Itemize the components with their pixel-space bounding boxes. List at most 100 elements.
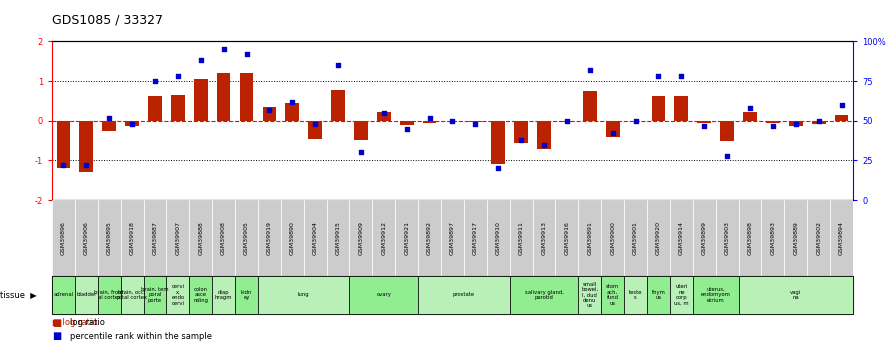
Text: tissue  ▶: tissue ▶ — [0, 290, 37, 299]
Bar — [441, 200, 464, 276]
Bar — [354, 121, 367, 140]
Point — [376, 110, 391, 116]
Bar — [258, 276, 349, 314]
Text: GSM39907: GSM39907 — [176, 221, 180, 255]
Text: salivary gland,
parotid: salivary gland, parotid — [524, 290, 564, 300]
Bar — [235, 276, 258, 314]
Bar — [716, 200, 738, 276]
Bar — [788, 121, 803, 126]
Point — [697, 123, 711, 128]
Point — [743, 105, 757, 111]
Text: GSM39920: GSM39920 — [656, 221, 661, 255]
Bar — [143, 200, 167, 276]
Bar — [835, 115, 849, 121]
Text: brain, tem
poral
porte: brain, tem poral porte — [142, 287, 168, 303]
Text: teste
s: teste s — [629, 290, 642, 300]
Point — [834, 102, 849, 108]
Bar — [167, 200, 189, 276]
Bar — [167, 276, 189, 314]
Point — [720, 153, 735, 158]
Point — [469, 121, 483, 127]
Text: bladder: bladder — [76, 293, 97, 297]
Bar — [670, 276, 693, 314]
Text: GSM39909: GSM39909 — [358, 221, 364, 255]
Bar — [235, 200, 258, 276]
Text: GSM39918: GSM39918 — [130, 221, 134, 255]
Point — [102, 115, 116, 120]
Point — [400, 126, 414, 131]
Bar — [738, 276, 853, 314]
Bar — [98, 276, 121, 314]
Bar — [510, 276, 578, 314]
Bar — [349, 276, 418, 314]
Text: GSM39921: GSM39921 — [404, 221, 409, 255]
Bar — [400, 121, 414, 125]
Text: brain, front
al cortex: brain, front al cortex — [94, 290, 124, 300]
Text: GSM39897: GSM39897 — [450, 221, 455, 255]
Bar — [189, 276, 212, 314]
Bar — [697, 121, 711, 123]
Bar — [52, 276, 75, 314]
Bar — [464, 200, 487, 276]
Text: ■: ■ — [52, 332, 61, 341]
Text: lung: lung — [297, 293, 309, 297]
Bar — [601, 276, 625, 314]
Bar — [143, 276, 167, 314]
Point — [354, 150, 368, 155]
Text: GSM39892: GSM39892 — [427, 221, 432, 255]
Bar — [263, 107, 276, 121]
Point — [239, 51, 254, 57]
Bar — [121, 276, 143, 314]
Bar — [762, 200, 784, 276]
Point — [148, 78, 162, 84]
Bar — [80, 121, 93, 172]
Text: brain, occi
pital cortex: brain, occi pital cortex — [117, 290, 147, 300]
Bar — [514, 121, 528, 142]
Bar — [606, 121, 619, 137]
Point — [263, 107, 277, 112]
Point — [308, 121, 323, 127]
Bar — [807, 200, 830, 276]
Text: adrenal: adrenal — [54, 293, 73, 297]
Bar — [373, 200, 395, 276]
Bar — [217, 73, 230, 121]
Point — [514, 137, 529, 142]
Text: GSM39908: GSM39908 — [221, 221, 226, 255]
Bar — [327, 200, 349, 276]
Text: prostate: prostate — [452, 293, 475, 297]
Text: uterus,
endomyom
etrium: uterus, endomyom etrium — [701, 287, 730, 303]
Text: small
bowel,
I, dud
denu
us: small bowel, I, dud denu us — [582, 282, 599, 308]
Point — [651, 73, 666, 79]
Bar — [693, 276, 738, 314]
Text: GSM39898: GSM39898 — [747, 221, 753, 255]
Bar — [308, 121, 322, 139]
Bar — [556, 200, 578, 276]
Point — [674, 73, 688, 79]
Text: GSM39899: GSM39899 — [702, 221, 707, 255]
Point — [125, 121, 139, 127]
Text: uteri
ne
corp
us, m: uteri ne corp us, m — [674, 284, 689, 306]
Point — [194, 58, 208, 63]
Point — [537, 142, 551, 147]
Bar — [286, 103, 299, 121]
Point — [422, 115, 436, 120]
Bar — [784, 200, 807, 276]
Text: GSM39910: GSM39910 — [495, 221, 501, 255]
Bar — [148, 96, 162, 121]
Point — [445, 118, 460, 124]
Text: log ratio: log ratio — [70, 318, 105, 327]
Bar — [812, 121, 825, 124]
Text: GSM39911: GSM39911 — [519, 221, 523, 255]
Point — [331, 62, 345, 68]
Bar — [578, 276, 601, 314]
Bar — [189, 200, 212, 276]
Text: GSM39906: GSM39906 — [84, 221, 89, 255]
Text: cervi
x,
endo
cervi: cervi x, endo cervi — [171, 284, 185, 306]
Bar — [258, 200, 280, 276]
Text: diap
hragm: diap hragm — [215, 290, 232, 300]
Point — [606, 131, 620, 136]
Bar — [395, 200, 418, 276]
Bar — [720, 121, 734, 141]
Bar — [487, 200, 510, 276]
Bar — [52, 200, 75, 276]
